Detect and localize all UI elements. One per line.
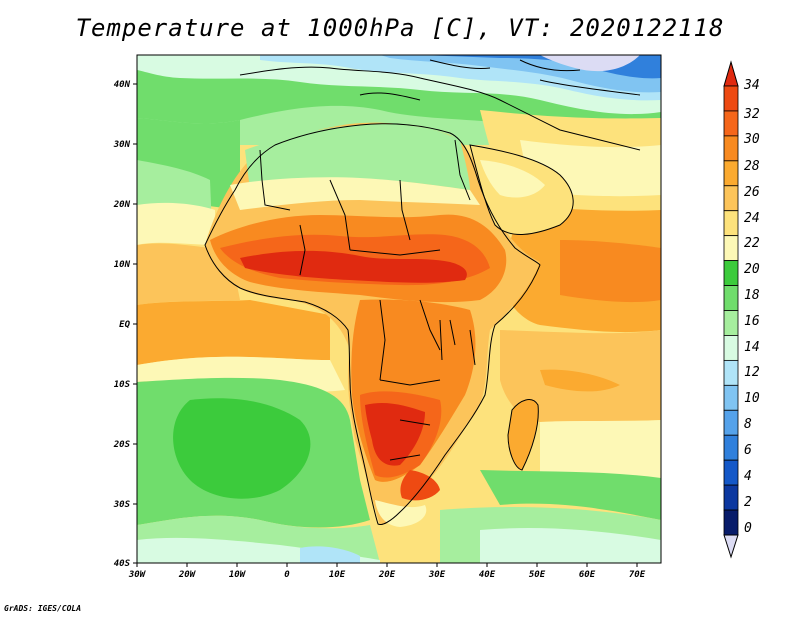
- colorbar-label: 2: [744, 495, 752, 510]
- colorbar-label: 4: [744, 469, 752, 484]
- colorbar-swatch: [723, 110, 739, 137]
- lon-label: 10E: [329, 570, 346, 580]
- colorbar-label: 8: [744, 417, 752, 432]
- colorbar-swatch: [723, 285, 739, 311]
- colorbar-label: 20: [744, 262, 760, 277]
- lon-label: 40E: [479, 570, 496, 580]
- lon-label: 0: [284, 570, 290, 580]
- colorbar-swatch: [723, 434, 739, 461]
- colorbar-label: 34: [743, 78, 760, 93]
- longitude-labels: 30W 20W 10W 0 10E 20E 30E 40E 50E 60E 70…: [128, 570, 646, 580]
- lon-label: 20W: [178, 570, 197, 580]
- colorbar-labels: 34 32 30 28 26 24 22 20 18 16 14 12 10 8…: [743, 78, 760, 536]
- colorbar-swatch: [723, 359, 739, 386]
- lat-label: 20N: [113, 200, 131, 210]
- colorbar-swatch: [723, 210, 739, 237]
- colorbar-swatch: [723, 260, 739, 286]
- colorbar-label: 28: [744, 159, 760, 174]
- colorbar-label: 24: [744, 211, 760, 226]
- lon-label: 50E: [529, 570, 546, 580]
- colorbar-label: 16: [744, 314, 760, 329]
- lat-label: 40N: [114, 80, 131, 90]
- lon-label: 30W: [128, 570, 147, 580]
- colorbar-label: 10: [744, 391, 760, 406]
- colorbar-label: 12: [744, 365, 760, 380]
- colorbar-label: 18: [744, 288, 760, 303]
- lon-label: 20E: [378, 570, 396, 580]
- colorbar-label: 30: [743, 132, 760, 147]
- lat-label: EQ: [119, 320, 130, 330]
- colorbar-swatch: [723, 384, 739, 411]
- lat-label: 20S: [113, 440, 131, 450]
- colorbar-label: 22: [744, 236, 760, 251]
- map-title: Temperature at 1000hPa [C], VT: 20201221…: [75, 14, 725, 42]
- credit-text: GrADS: IGES/COLA: [4, 604, 82, 613]
- colorbar-swatch: [723, 185, 739, 212]
- colorbar-top-triangle: [723, 60, 739, 87]
- colorbar-label: 32: [743, 107, 760, 122]
- lat-label: 10S: [114, 380, 131, 390]
- colorbar-swatch: [723, 160, 739, 187]
- latitude-labels: 40N 30N 20N 10N EQ 10S 20S 30S 40S: [113, 80, 131, 569]
- lat-label: 30N: [113, 140, 131, 150]
- colorbar-swatch: [723, 310, 739, 336]
- colorbar-swatch: [723, 459, 739, 486]
- colorbar-swatch: [723, 409, 739, 436]
- lon-label: 70E: [629, 570, 646, 580]
- lon-label: 10W: [229, 570, 247, 580]
- lon-label: 30E: [428, 570, 446, 580]
- colorbar-swatch: [723, 235, 739, 262]
- colorbar-label: 6: [744, 443, 752, 458]
- colorbar-swatch: [723, 509, 739, 536]
- coastlines: [204, 59, 641, 525]
- colorbar-swatch: [723, 484, 739, 511]
- lat-label: 10N: [114, 260, 131, 270]
- colorbar-swatch: [723, 335, 739, 361]
- lon-label: 60E: [579, 570, 596, 580]
- temperature-field: [137, 55, 661, 563]
- colorbar-label: 14: [744, 340, 760, 355]
- axis-ticks: [133, 83, 638, 567]
- colorbar-swatch: [723, 85, 739, 112]
- colorbar-swatch: [723, 135, 739, 162]
- colorbar-label: 0: [744, 521, 752, 536]
- colorbar-bottom-triangle: [723, 534, 739, 559]
- lat-label: 40S: [114, 559, 131, 569]
- colorbar: [723, 60, 739, 559]
- lat-label: 30S: [113, 500, 131, 510]
- colorbar-label: 26: [744, 185, 760, 200]
- map-frame: [136, 54, 662, 564]
